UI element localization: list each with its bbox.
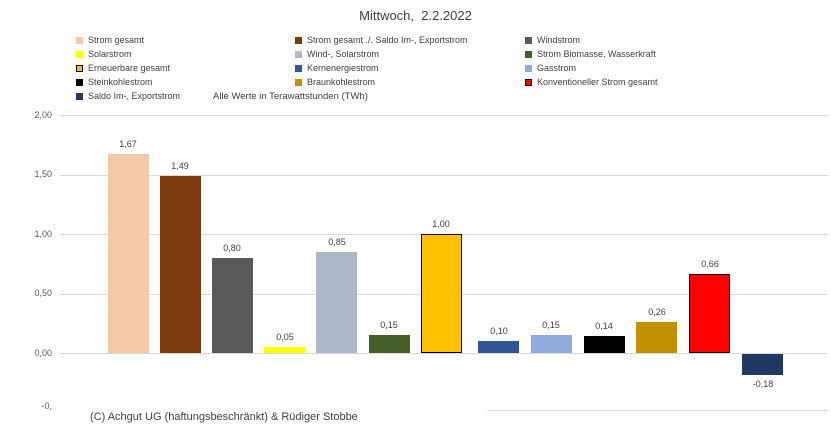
legend-label-konventioneller-strom-gesamt: Konventioneller Strom gesamt: [537, 77, 658, 87]
legend-label-strom-gesamt-saldo-im-exportstrom: Strom gesamt ./. Saldo Im-, Exportstrom: [307, 35, 468, 45]
bar-kernenergiestrom: [478, 341, 519, 353]
legend-label-strom-biomasse-wasserkraft: Strom Biomasse, Wasserkraft: [537, 49, 656, 59]
bar-windstrom: [212, 258, 253, 353]
legend-swatch-braunkohlestrom: [295, 78, 302, 86]
footer-credit: (C) Achgut UG (haftungsbeschränkt) & Rüd…: [90, 411, 358, 423]
legend-swatch-strom-gesamt-saldo-im-exportstrom: [295, 36, 302, 44]
legend-swatch-kernenergiestrom: [295, 64, 302, 72]
legend-swatch-konventioneller-strom-gesamt: [525, 78, 532, 86]
bar-solarstrom: [264, 347, 305, 353]
bar-value-windstrom: 0,80: [223, 243, 241, 253]
bar-value-steinkohlestrom: 0,14: [595, 321, 613, 331]
gridline-0,00: [60, 353, 828, 354]
legend-label-erneuerbare-gesamt: Erneuerbare gesamt: [88, 63, 171, 73]
legend-item-steinkohlestrom: Steinkohlestrom: [76, 77, 153, 88]
bar-value-solarstrom: 0,05: [276, 332, 294, 342]
legend-label-steinkohlestrom: Steinkohlestrom: [88, 77, 153, 87]
bar-value-konventioneller-strom-gesamt: 0,66: [701, 259, 719, 269]
bar-value-strom-gesamt: 1,67: [119, 139, 137, 149]
bar-value-saldo-im-exportstrom: -0,18: [752, 379, 774, 389]
legend-swatch-erneuerbare-gesamt: [76, 64, 83, 72]
bar-steinkohlestrom: [584, 336, 625, 353]
bar-value-strom-biomasse-wasserkraft: 0,15: [380, 320, 398, 330]
bar-erneuerbare-gesamt: [421, 234, 462, 353]
bar-strom-gesamt: [108, 154, 149, 353]
chart-title: Mittwoch, 2.2.2022: [359, 8, 472, 23]
legend-swatch-wind-solarstrom: [295, 50, 302, 58]
legend-label-strom-gesamt: Strom gesamt: [88, 35, 145, 45]
legend-label-solarstrom: Solarstrom: [88, 49, 132, 59]
legend-item-strom-gesamt-saldo-im-exportstrom: Strom gesamt ./. Saldo Im-, Exportstrom: [295, 35, 468, 46]
legend-swatch-windstrom: [525, 36, 532, 44]
legend-item-konventioneller-strom-gesamt: Konventioneller Strom gesamt: [525, 77, 658, 88]
bar-value-braunkohlestrom: 0,26: [648, 307, 666, 317]
legend-item-erneuerbare-gesamt: Erneuerbare gesamt: [76, 63, 170, 74]
bar-value-erneuerbare-gesamt: 1,00: [432, 219, 450, 229]
unit-note: Alle Werte in Terawattstunden (TWh): [213, 91, 368, 102]
ytick-clipped: -0,: [41, 401, 52, 411]
legend-swatch-solarstrom: [76, 50, 83, 58]
bar-value-kernenergiestrom: 0,10: [490, 326, 508, 336]
legend-label-gasstrom: Gasstrom: [537, 63, 577, 73]
ytick-0,50: 0,50: [34, 288, 52, 298]
legend-item-saldo-im-exportstrom: Saldo Im-, Exportstrom: [76, 91, 180, 102]
legend-item-wind-solarstrom: Wind-, Solarstrom: [295, 49, 379, 60]
legend-swatch-strom-gesamt: [76, 36, 83, 44]
legend-swatch-gasstrom: [525, 64, 532, 72]
legend-item-kernenergiestrom: Kernenergiestrom: [295, 63, 379, 74]
gridline-partial-bottom: [487, 410, 828, 411]
ytick-2,00: 2,00: [34, 109, 52, 120]
bar-value-wind-solarstrom: 0,85: [328, 237, 346, 247]
legend-label-windstrom: Windstrom: [537, 35, 581, 45]
gridline-1,50: [60, 174, 828, 176]
ytick-1,00: 1,00: [34, 228, 52, 239]
legend-swatch-strom-biomasse-wasserkraft: [525, 50, 532, 58]
legend-item-solarstrom: Solarstrom: [76, 49, 132, 60]
bar-braunkohlestrom: [636, 322, 677, 353]
legend-label-saldo-im-exportstrom: Saldo Im-, Exportstrom: [88, 91, 181, 101]
legend-item-strom-gesamt: Strom gesamt: [76, 35, 144, 46]
bar-value-gasstrom: 0,15: [542, 320, 560, 330]
legend-label-braunkohlestrom: Braunkohlestrom: [307, 77, 376, 87]
gridline-2,00: [60, 115, 828, 116]
legend-item-windstrom: Windstrom: [525, 35, 580, 46]
bar-saldo-im-exportstrom: [742, 354, 783, 375]
bar-wind-solarstrom: [316, 252, 357, 353]
legend-item-braunkohlestrom: Braunkohlestrom: [295, 77, 375, 88]
bar-konventioneller-strom-gesamt: [689, 274, 730, 353]
legend-label-wind-solarstrom: Wind-, Solarstrom: [307, 49, 380, 59]
legend-swatch-saldo-im-exportstrom: [76, 92, 83, 100]
ytick-0,00: 0,00: [34, 347, 52, 358]
bar-strom-biomasse-wasserkraft: [369, 335, 410, 353]
ytick-1,50: 1,50: [34, 169, 52, 179]
bar-value-strom-gesamt-saldo: 1,49: [171, 161, 189, 171]
legend-item-strom-biomasse-wasserkraft: Strom Biomasse, Wasserkraft: [525, 49, 656, 60]
legend-swatch-steinkohlestrom: [76, 78, 83, 86]
bar-strom-gesamt-saldo: [160, 176, 201, 353]
legend-item-gasstrom: Gasstrom: [525, 63, 576, 74]
legend-label-kernenergiestrom: Kernenergiestrom: [307, 63, 379, 73]
bar-gasstrom: [531, 335, 572, 353]
